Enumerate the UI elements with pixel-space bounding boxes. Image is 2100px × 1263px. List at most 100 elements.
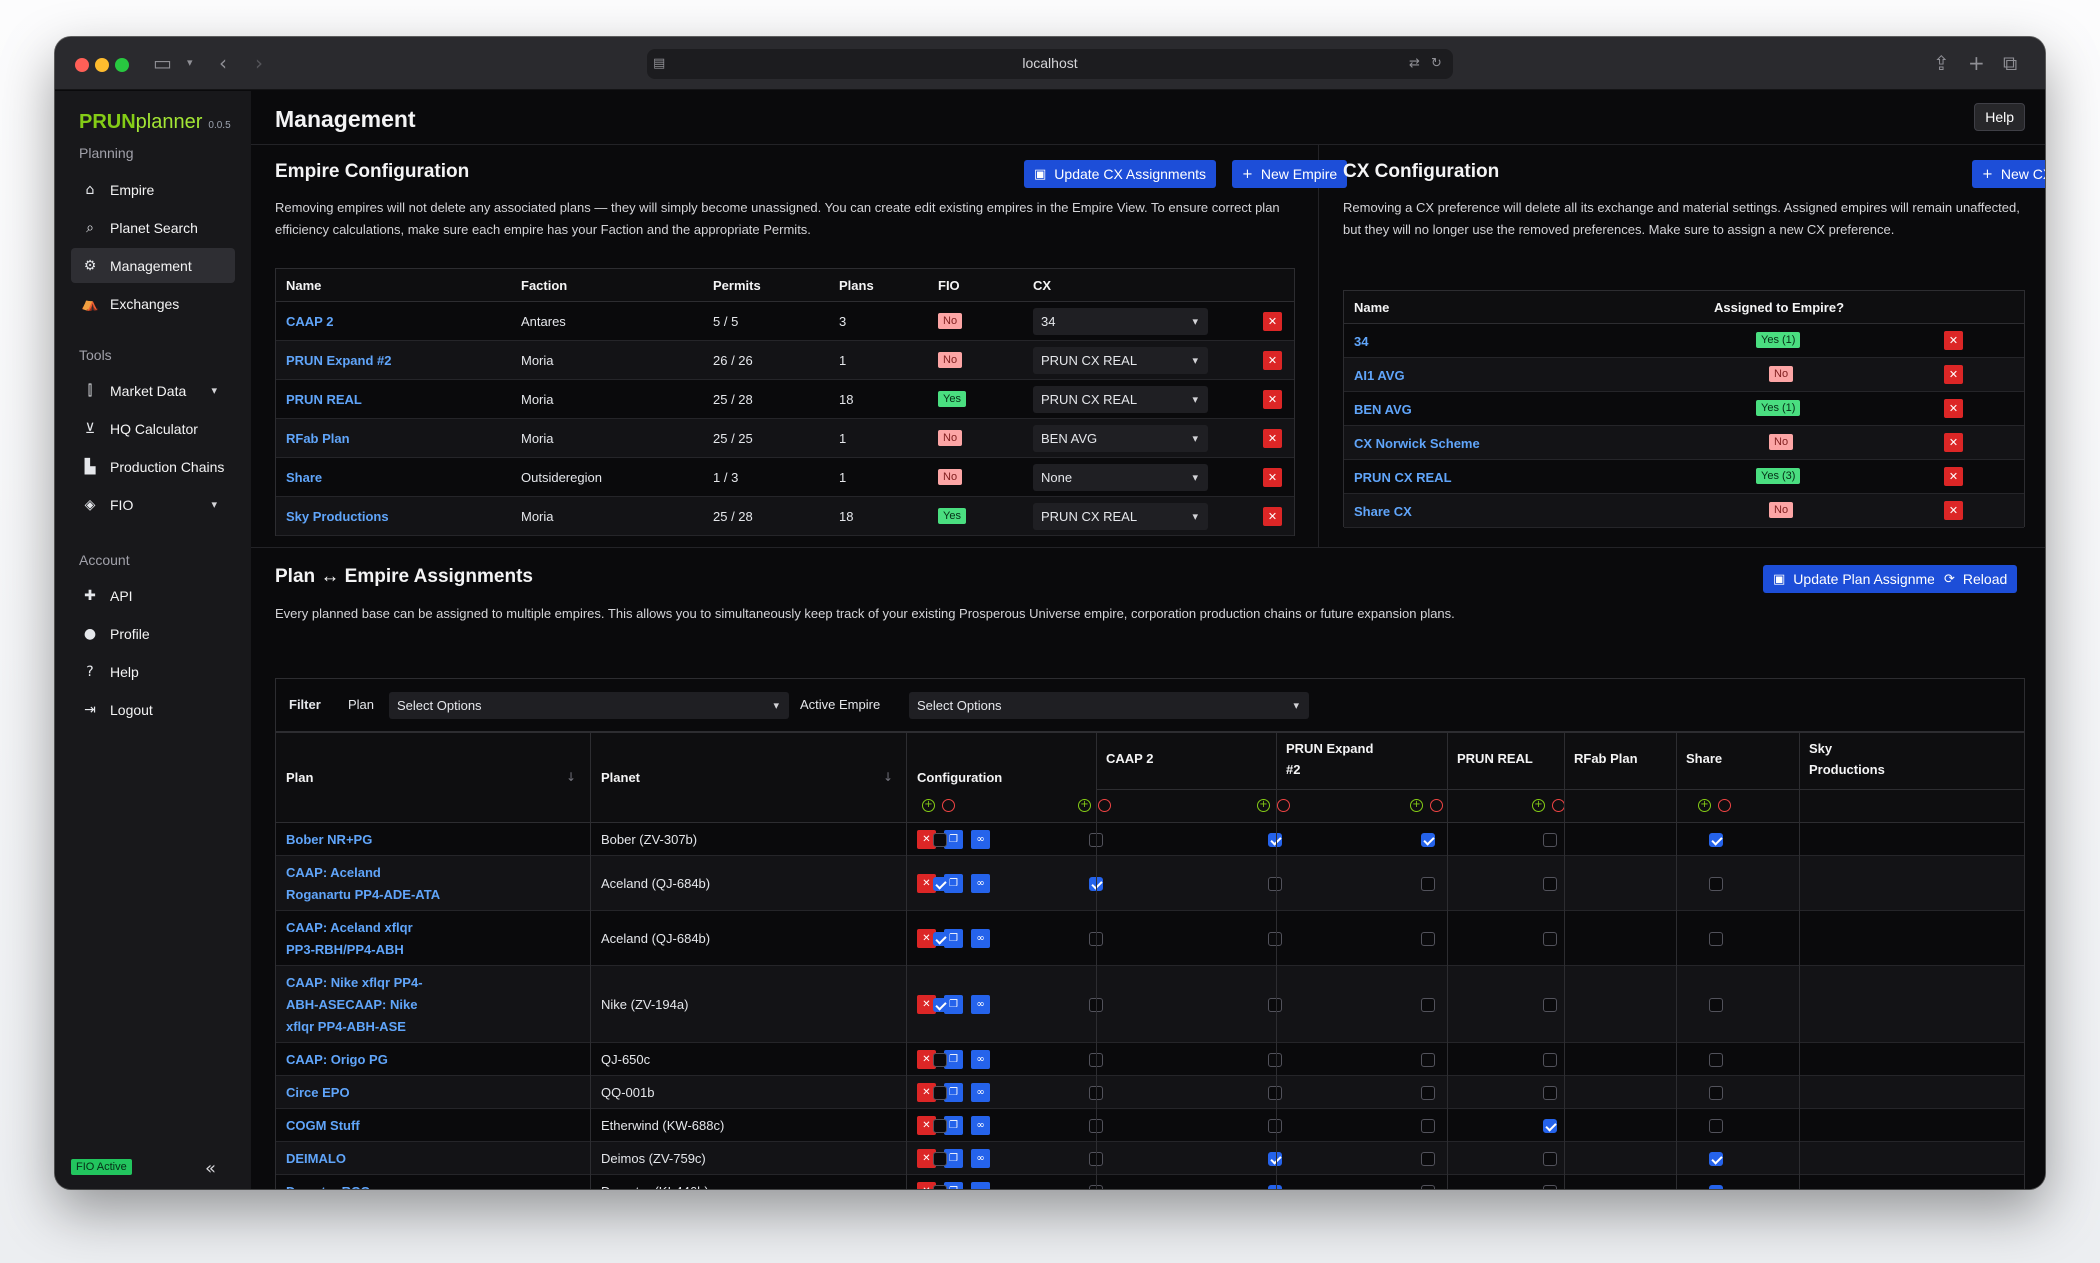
delete-plan-icon[interactable]: ✕ [917,1115,936,1135]
delete-cx-button[interactable]: ✕ [1944,365,1963,384]
back-icon[interactable]: ‹ [219,51,227,75]
delete-plan-icon[interactable]: ✕ [917,994,936,1014]
assignment-checkbox[interactable] [1421,832,1435,847]
link-plan-icon[interactable]: ∞ [971,1049,990,1069]
assignment-checkbox[interactable] [1709,1184,1723,1189]
empire-name-link[interactable]: CAAP 2 [286,314,334,329]
collapse-sidebar-icon[interactable]: « [205,1158,217,1179]
sidebar-item-hq-calculator[interactable]: ⊻ HQ Calculator [71,411,235,446]
select-all-icon[interactable]: + [922,799,935,812]
delete-empire-button[interactable]: ✕ [1263,390,1282,409]
empire-name-link[interactable]: PRUN REAL [286,392,362,407]
deselect-all-icon[interactable] [1718,799,1731,812]
copy-plan-icon[interactable]: ❐ [944,1115,963,1135]
address-bar[interactable]: ▤ localhost ⇄ ↻ [647,49,1453,79]
close-window-button[interactable] [75,58,89,72]
assignment-checkbox[interactable] [933,1052,947,1067]
assignment-checkbox[interactable] [1709,1052,1723,1067]
plan-filter-select[interactable]: Select Options ▾ [389,692,789,719]
empire-name-link[interactable]: Sky Productions [286,509,389,524]
select-all-icon[interactable]: + [1257,799,1270,812]
assignment-checkbox[interactable] [1543,931,1557,946]
copy-plan-icon[interactable]: ❐ [944,928,963,948]
copy-plan-icon[interactable]: ❐ [944,994,963,1014]
assignment-checkbox[interactable] [933,931,947,946]
plan-name-link[interactable]: CAAP: Origo PG [286,1051,388,1067]
assignment-checkbox[interactable] [1543,1151,1557,1166]
delete-cx-button[interactable]: ✕ [1944,501,1963,520]
deselect-all-icon[interactable] [1098,799,1111,812]
sidebar-item-profile[interactable]: ● Profile [71,616,235,651]
assignment-checkbox[interactable] [933,1184,947,1189]
assignment-checkbox[interactable] [1268,1151,1282,1166]
assignment-checkbox[interactable] [1709,876,1723,891]
cx-name-link[interactable]: 34 [1354,334,1369,349]
plan-name-link[interactable]: CAAP: Nike xflqr PP4- [286,974,423,990]
help-button[interactable]: Help [1974,103,2025,131]
copy-plan-icon[interactable]: ❐ [944,1049,963,1069]
assignment-checkbox[interactable] [1543,1085,1557,1100]
plan-name-link[interactable]: COGM Stuff [286,1117,360,1133]
sort-arrow-icon[interactable]: ↓ [566,770,577,784]
assignment-checkbox[interactable] [1709,931,1723,946]
assignment-checkbox[interactable] [1543,876,1557,891]
link-plan-icon[interactable]: ∞ [971,1148,990,1168]
column-header-plan[interactable]: Plan [286,770,314,785]
deselect-all-icon[interactable] [1430,799,1443,812]
copy-plan-icon[interactable]: ❐ [944,1082,963,1102]
sidebar-item-api[interactable]: ✚ API [71,578,235,613]
empire-name-link[interactable]: PRUN Expand #2 [286,353,392,368]
assignment-checkbox[interactable] [1268,1085,1282,1100]
new-empire-button[interactable]: + New Empire [1232,160,1348,188]
plan-name-link[interactable]: Bober NR+PG [286,831,373,847]
link-plan-icon[interactable]: ∞ [971,873,990,893]
assignment-checkbox[interactable] [933,1151,947,1166]
assignment-checkbox[interactable] [1709,1118,1723,1133]
share-icon[interactable]: ⇪ [1933,51,1950,75]
assignment-checkbox[interactable] [933,1085,947,1100]
column-header-planet[interactable]: Planet [601,770,641,785]
assignment-checkbox[interactable] [1543,1184,1557,1189]
cx-name-link[interactable]: CX Norwick Scheme [1354,436,1480,451]
assignment-checkbox[interactable] [1421,1085,1435,1100]
delete-empire-button[interactable]: ✕ [1263,351,1282,370]
assignment-checkbox[interactable] [1268,1118,1282,1133]
assignment-checkbox[interactable] [1421,997,1435,1012]
update-cx-assignments-button[interactable]: ▣ Update CX Assignments [1024,160,1217,188]
assignment-checkbox[interactable] [1268,832,1282,847]
copy-plan-icon[interactable]: ❐ [944,1148,963,1168]
assignment-checkbox[interactable] [1268,1184,1282,1189]
plan-name-link[interactable]: Demeter RCO [286,1184,371,1190]
delete-cx-button[interactable]: ✕ [1944,433,1963,452]
link-plan-icon[interactable]: ∞ [971,1115,990,1135]
assignment-checkbox[interactable] [1709,832,1723,847]
empire-name-link[interactable]: RFab Plan [286,431,350,446]
assignment-checkbox[interactable] [1268,997,1282,1012]
sidebar-item-fio[interactable]: ◈ FIO ▾ [71,487,235,522]
cx-select[interactable]: 34 ▾ [1033,308,1208,335]
assignment-checkbox[interactable] [1421,876,1435,891]
delete-empire-button[interactable]: ✕ [1263,312,1282,331]
reload-page-icon[interactable]: ↻ [1431,56,1442,71]
update-plan-assignments-button[interactable]: ▣ Update Plan Assignments [1763,565,1964,593]
assignment-checkbox[interactable] [1268,876,1282,891]
assignment-checkbox[interactable] [1543,832,1557,847]
assignment-checkbox[interactable] [1543,997,1557,1012]
delete-plan-icon[interactable]: ✕ [917,1181,936,1189]
cx-name-link[interactable]: PRUN CX REAL [1354,470,1452,485]
sidebar-item-empire[interactable]: ⌂ Empire [71,172,235,207]
cx-select[interactable]: PRUN CX REAL ▾ [1033,386,1208,413]
delete-empire-button[interactable]: ✕ [1263,429,1282,448]
plan-name-link[interactable]: DEIMALO [286,1150,346,1166]
assignment-checkbox[interactable] [1268,1052,1282,1067]
new-cx-button[interactable]: +New CX [1972,160,2045,188]
maximize-window-button[interactable] [115,58,129,72]
cx-name-link[interactable]: BEN AVG [1354,402,1412,417]
select-all-icon[interactable]: + [1078,799,1091,812]
assignment-checkbox[interactable] [933,832,947,847]
assignment-checkbox[interactable] [1268,931,1282,946]
delete-empire-button[interactable]: ✕ [1263,507,1282,526]
deselect-all-icon[interactable] [1277,799,1290,812]
cx-select[interactable]: PRUN CX REAL ▾ [1033,347,1208,374]
cx-name-link[interactable]: AI1 AVG [1354,368,1405,383]
